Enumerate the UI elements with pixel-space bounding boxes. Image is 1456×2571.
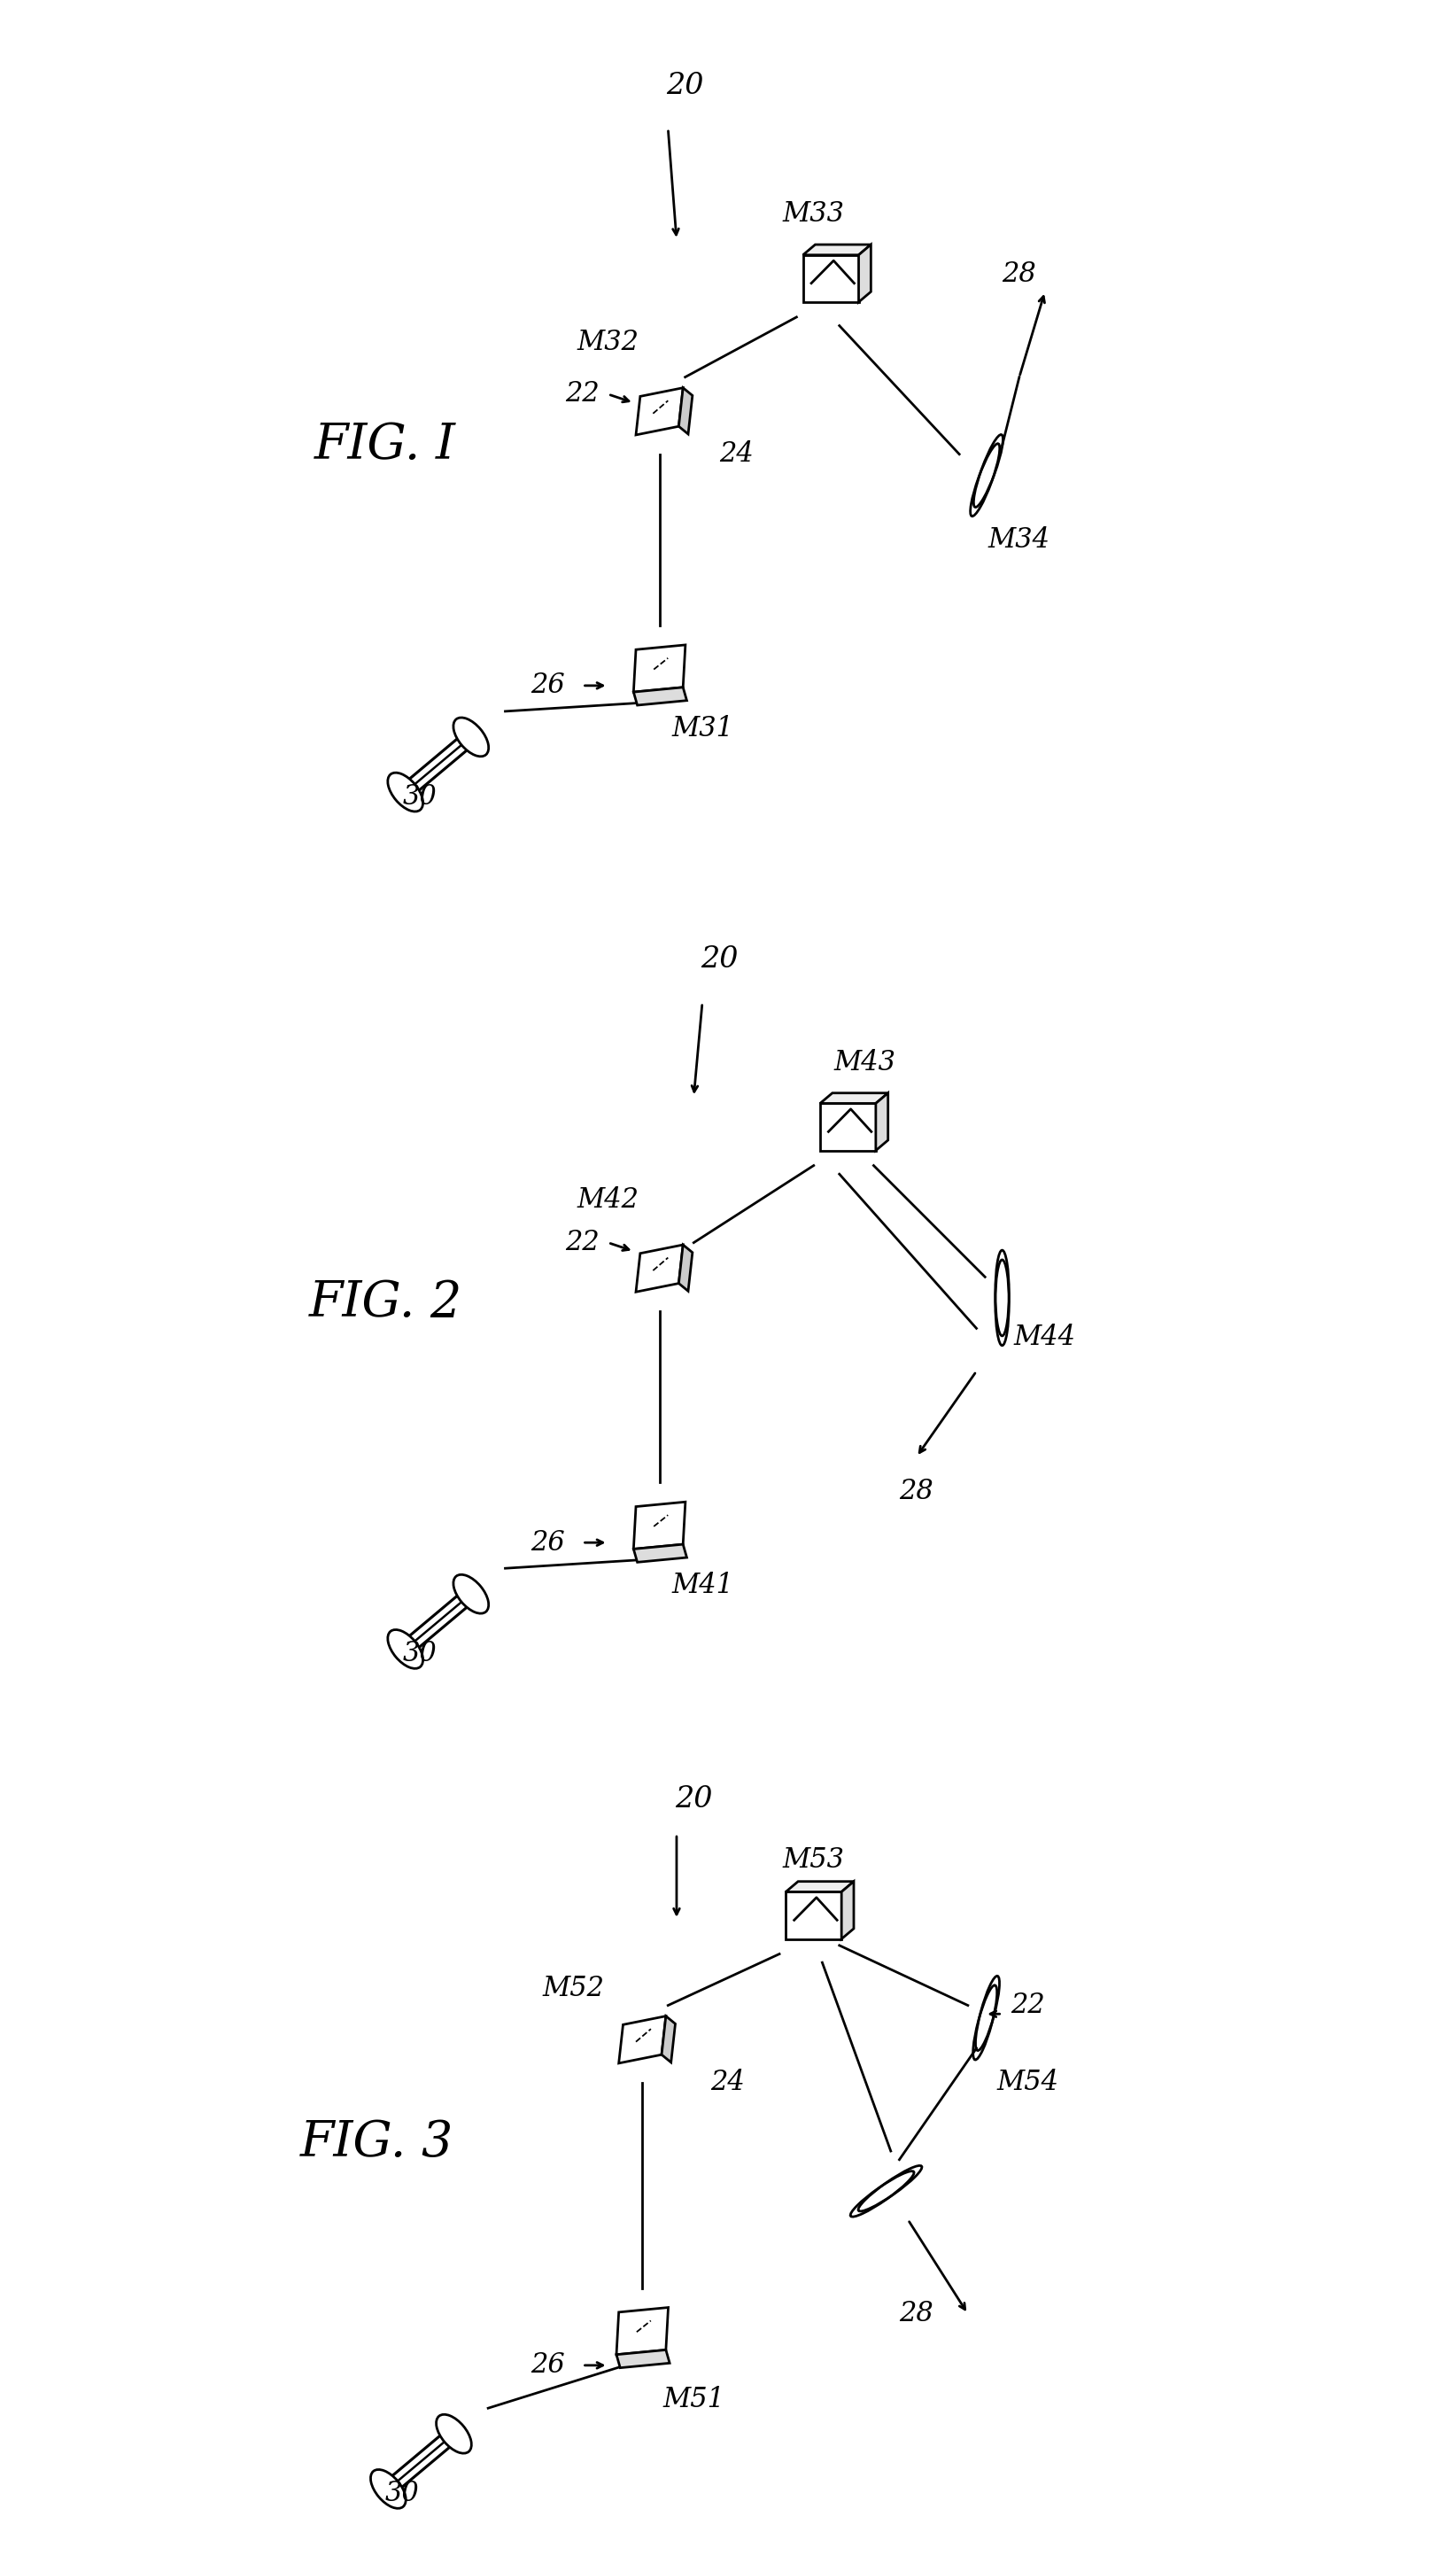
Polygon shape (636, 388, 683, 434)
Polygon shape (633, 645, 686, 692)
Polygon shape (820, 1093, 888, 1103)
Text: 28: 28 (900, 1478, 933, 1504)
Ellipse shape (371, 2471, 406, 2509)
Text: 30: 30 (386, 2481, 419, 2507)
Polygon shape (859, 244, 871, 301)
Text: M43: M43 (834, 1049, 895, 1077)
Text: 26: 26 (531, 671, 565, 699)
Polygon shape (802, 255, 859, 301)
Text: M54: M54 (997, 2070, 1059, 2095)
Text: 30: 30 (402, 1640, 437, 1669)
Text: M51: M51 (662, 2386, 725, 2414)
Text: M31: M31 (671, 715, 734, 743)
Text: FIG. 3: FIG. 3 (300, 2119, 453, 2167)
Text: M53: M53 (783, 1846, 844, 1874)
Text: M34: M34 (989, 527, 1050, 553)
Text: M42: M42 (577, 1185, 639, 1214)
Text: M32: M32 (577, 329, 639, 357)
Text: 20: 20 (676, 1784, 712, 1815)
Polygon shape (619, 2016, 665, 2062)
Text: M44: M44 (1013, 1324, 1076, 1350)
Text: M33: M33 (783, 201, 844, 229)
Text: 24: 24 (711, 2070, 745, 2095)
Text: 22: 22 (565, 381, 600, 409)
Polygon shape (786, 1882, 853, 1892)
Text: FIG. 2: FIG. 2 (309, 1278, 462, 1327)
Polygon shape (661, 2016, 676, 2062)
Polygon shape (633, 1545, 687, 1563)
Polygon shape (633, 686, 687, 704)
Text: 22: 22 (1010, 1993, 1045, 2018)
Text: M52: M52 (543, 1975, 604, 2003)
Polygon shape (802, 244, 871, 255)
Text: 24: 24 (719, 440, 754, 468)
Text: 26: 26 (531, 2352, 565, 2378)
Polygon shape (842, 1882, 853, 1939)
Polygon shape (636, 1244, 683, 1291)
Polygon shape (616, 2350, 670, 2368)
Ellipse shape (437, 2414, 472, 2453)
Ellipse shape (453, 1573, 489, 1615)
Polygon shape (786, 1892, 842, 1939)
Polygon shape (678, 388, 693, 434)
Text: 20: 20 (667, 72, 705, 100)
Ellipse shape (387, 774, 424, 812)
Polygon shape (633, 1501, 686, 1548)
Text: 30: 30 (402, 784, 437, 810)
Text: 20: 20 (700, 946, 738, 974)
Polygon shape (875, 1093, 888, 1152)
Text: 22: 22 (565, 1229, 600, 1257)
Polygon shape (820, 1103, 875, 1152)
Text: M41: M41 (671, 1571, 734, 1599)
Text: 28: 28 (900, 2301, 933, 2327)
Ellipse shape (453, 717, 489, 756)
Text: 26: 26 (531, 1530, 565, 1555)
Ellipse shape (387, 1630, 424, 1669)
Text: FIG. I: FIG. I (314, 422, 456, 470)
Text: 28: 28 (1002, 260, 1037, 288)
Polygon shape (616, 2309, 668, 2355)
Polygon shape (678, 1244, 693, 1291)
